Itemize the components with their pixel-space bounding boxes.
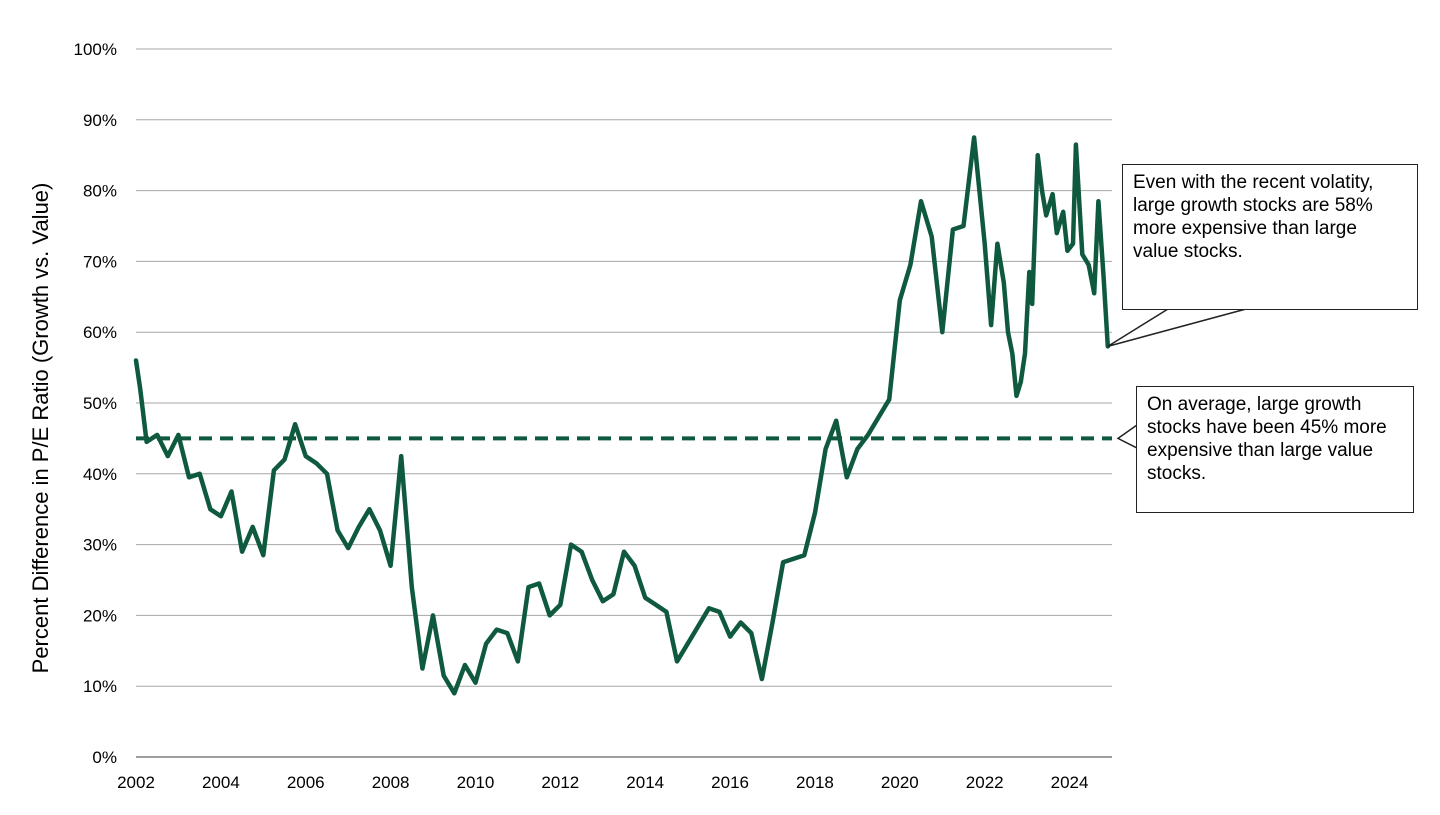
callout-pointer-recent xyxy=(1107,308,1247,348)
x-tick-label: 2022 xyxy=(966,773,1004,792)
y-tick-label: 40% xyxy=(83,465,117,484)
y-tick-label: 20% xyxy=(83,606,117,625)
y-tick-label: 60% xyxy=(83,323,117,342)
tick-labels: 0% 10% 20% 30% 40% 50% 60% 70% 80% 90% 100% 2002 200… xyxy=(74,40,1089,792)
y-tick-label: 30% xyxy=(83,536,117,555)
gridlines xyxy=(136,48,1112,758)
y-tick-label: 0% xyxy=(92,748,117,767)
x-tick-label: 2008 xyxy=(372,773,410,792)
y-tick-label: 80% xyxy=(83,182,117,201)
x-tick-label: 2014 xyxy=(626,773,664,792)
x-tick-label: 2006 xyxy=(287,773,325,792)
x-tick-label: 2018 xyxy=(796,773,834,792)
y-tick-label: 10% xyxy=(83,677,117,696)
y-tick-label: 90% xyxy=(83,111,117,130)
callout-pointer-average xyxy=(1116,423,1138,450)
x-tick-label: 2004 xyxy=(202,773,240,792)
callout-recent-volatility: Even with the recent volatity, large gro… xyxy=(1122,164,1418,310)
x-tick-label: 2020 xyxy=(881,773,919,792)
y-tick-label: 100% xyxy=(74,40,117,59)
x-tick-label: 2024 xyxy=(1051,773,1089,792)
x-tick-label: 2002 xyxy=(117,773,155,792)
y-tick-label: 50% xyxy=(83,394,117,413)
callout-average: On average, large growth stocks have bee… xyxy=(1136,386,1414,513)
x-tick-label: 2010 xyxy=(457,773,495,792)
x-tick-label: 2012 xyxy=(541,773,579,792)
y-axis-label: Percent Difference in P/E Ratio (Growth … xyxy=(28,183,53,674)
y-tick-label: 70% xyxy=(83,252,117,271)
series-line xyxy=(133,135,1111,696)
x-tick-label: 2016 xyxy=(711,773,749,792)
